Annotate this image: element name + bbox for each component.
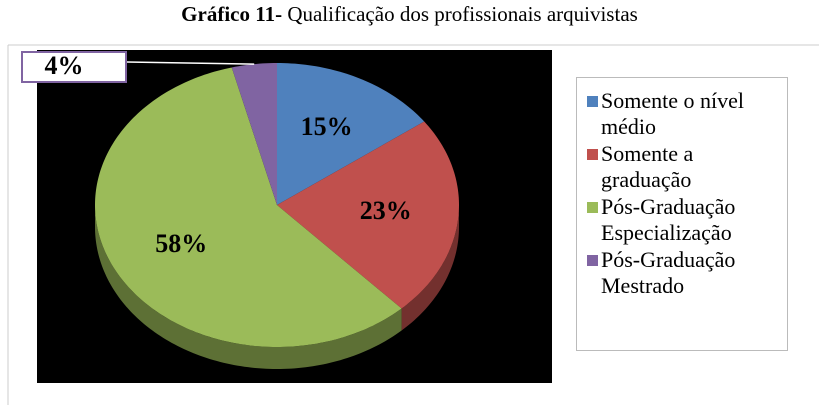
legend-item: Somente o nível médio	[587, 88, 781, 140]
data-label: 58%	[155, 229, 207, 258]
legend-swatch	[587, 255, 598, 266]
legend-label: Somente a graduação	[601, 141, 694, 192]
title-label: Gráfico 11-	[181, 2, 283, 26]
slice-side	[401, 205, 459, 331]
title-text: Qualificação dos profissionais arquivist…	[287, 2, 638, 26]
slice	[277, 121, 459, 309]
legend-item: Pós-Graduação Mestrado	[587, 247, 781, 299]
legend: Somente o nível médio Somente a graduação…	[576, 77, 788, 351]
slice	[95, 67, 402, 347]
slice-side	[95, 205, 402, 369]
data-label: 4%	[45, 51, 84, 80]
slice	[231, 63, 277, 205]
label-box	[21, 51, 127, 83]
legend-item: Somente a graduação	[587, 141, 781, 193]
slice	[277, 63, 425, 205]
legend-swatch	[587, 96, 598, 107]
leader-line	[125, 61, 255, 65]
chart-title: Gráfico 11- Qualificação dos profissiona…	[0, 2, 819, 27]
legend-label: Pós-Graduação Especialização	[601, 194, 736, 245]
legend-swatch	[587, 149, 598, 160]
legend-label: Somente o nível médio	[601, 88, 744, 139]
data-label: 23%	[360, 196, 412, 225]
legend-label: Pós-Graduação Mestrado	[601, 247, 736, 298]
legend-item: Pós-Graduação Especialização	[587, 194, 781, 246]
legend-swatch	[587, 202, 598, 213]
data-label: 15%	[301, 112, 353, 141]
